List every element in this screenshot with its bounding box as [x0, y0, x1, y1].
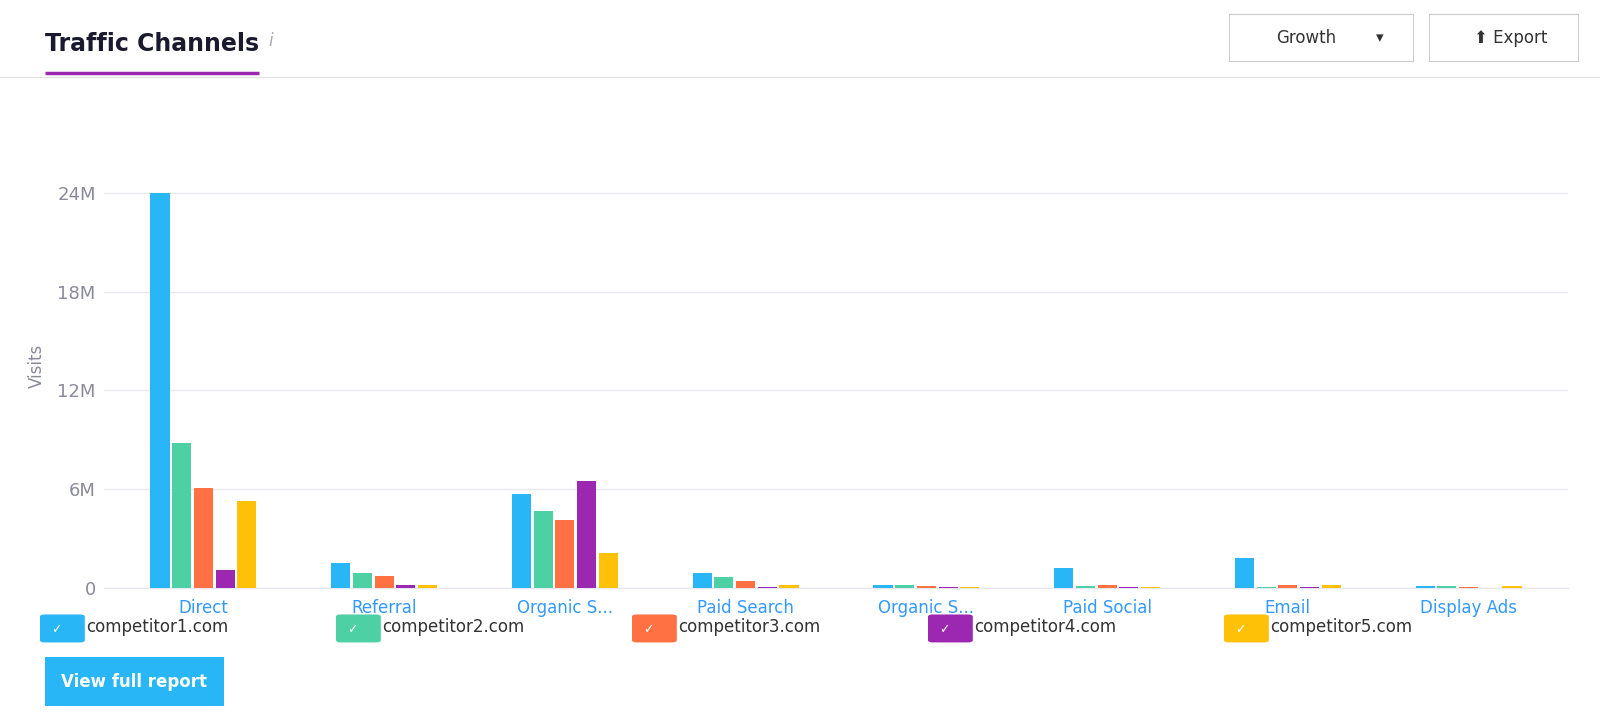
- Text: Traffic Channels: Traffic Channels: [45, 32, 259, 56]
- Y-axis label: Visits: Visits: [29, 343, 46, 388]
- Bar: [779, 584, 798, 588]
- Text: ✓: ✓: [347, 623, 358, 636]
- Bar: [758, 587, 778, 588]
- Text: ✓: ✓: [643, 623, 654, 636]
- Bar: [555, 521, 574, 588]
- Bar: [1502, 586, 1522, 588]
- Text: Growth: Growth: [1277, 29, 1336, 47]
- Bar: [693, 573, 712, 588]
- Text: ▾: ▾: [1376, 30, 1384, 45]
- Bar: [331, 564, 350, 588]
- Text: ⬆ Export: ⬆ Export: [1474, 29, 1547, 47]
- Text: ✓: ✓: [1235, 623, 1246, 636]
- Bar: [374, 576, 394, 588]
- Bar: [1141, 587, 1160, 588]
- Bar: [1075, 587, 1094, 588]
- Text: i: i: [269, 32, 274, 50]
- Bar: [1299, 587, 1318, 588]
- Bar: [1322, 586, 1341, 588]
- Bar: [216, 570, 235, 588]
- Bar: [1416, 587, 1435, 588]
- Text: ✓: ✓: [939, 623, 950, 636]
- Bar: [534, 511, 552, 588]
- Text: competitor3.com: competitor3.com: [678, 618, 821, 637]
- Bar: [354, 573, 373, 588]
- Text: competitor1.com: competitor1.com: [86, 618, 229, 637]
- Bar: [194, 488, 213, 588]
- Bar: [894, 584, 914, 588]
- Bar: [917, 587, 936, 588]
- Bar: [150, 193, 170, 588]
- Bar: [598, 554, 618, 588]
- Bar: [512, 494, 531, 588]
- Bar: [578, 481, 597, 588]
- Bar: [1437, 586, 1456, 588]
- Text: ✓: ✓: [51, 623, 62, 636]
- Bar: [1235, 559, 1254, 588]
- Bar: [1098, 584, 1117, 588]
- Bar: [736, 581, 755, 588]
- FancyBboxPatch shape: [35, 655, 234, 708]
- Text: competitor2.com: competitor2.com: [382, 618, 525, 637]
- Bar: [237, 500, 256, 588]
- Bar: [960, 587, 979, 588]
- Bar: [397, 585, 416, 588]
- Bar: [418, 585, 437, 588]
- Bar: [1120, 587, 1138, 588]
- Bar: [874, 586, 893, 588]
- Text: View full report: View full report: [61, 673, 208, 691]
- Bar: [939, 587, 958, 588]
- Text: competitor4.com: competitor4.com: [974, 618, 1117, 637]
- Bar: [1256, 587, 1275, 588]
- Bar: [714, 577, 733, 588]
- Bar: [173, 443, 192, 588]
- Bar: [1278, 584, 1298, 588]
- Text: competitor5.com: competitor5.com: [1270, 618, 1413, 637]
- Bar: [1054, 568, 1074, 588]
